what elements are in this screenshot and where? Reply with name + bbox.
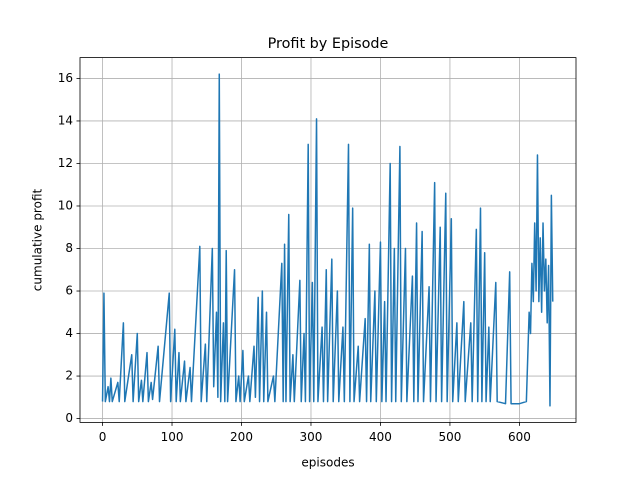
x-tick-label: 400 <box>369 430 392 444</box>
chart-title: Profit by Episode <box>268 36 389 52</box>
y-tick-label: 4 <box>65 326 73 340</box>
y-axis-label: cumulative profit <box>31 189 45 292</box>
x-tick-label: 600 <box>508 430 531 444</box>
y-tick-label: 10 <box>58 198 73 212</box>
y-tick-label: 2 <box>65 369 73 383</box>
x-tick-label: 300 <box>300 430 323 444</box>
x-tick-label: 500 <box>438 430 461 444</box>
y-tick-label: 16 <box>58 71 73 85</box>
y-tick-label: 14 <box>58 113 73 127</box>
line-series <box>101 73 554 407</box>
plot-frame <box>79 57 577 423</box>
y-tick-label: 12 <box>58 156 73 170</box>
x-tick-label: 0 <box>99 430 107 444</box>
x-tick-label: 200 <box>230 430 253 444</box>
x-tick-label: 100 <box>161 430 184 444</box>
y-tick-label: 8 <box>65 241 73 255</box>
y-tick-label: 6 <box>65 284 73 298</box>
x-axis-label: episodes <box>301 456 354 470</box>
y-tick-label: 0 <box>65 411 73 425</box>
